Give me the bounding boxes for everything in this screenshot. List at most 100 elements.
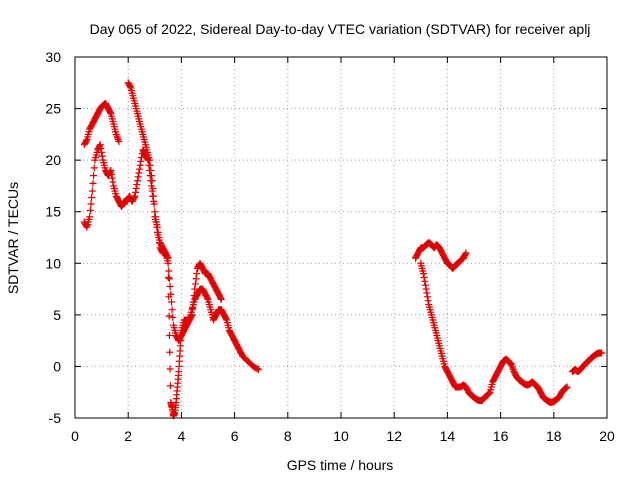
y-tick-label: 0 [53, 358, 61, 374]
data-point-marker [115, 138, 123, 146]
data-point-marker [153, 223, 161, 231]
data-point-marker [149, 192, 157, 200]
y-tick-label: 5 [53, 307, 61, 323]
data-point-marker [598, 349, 606, 357]
data-point-marker [421, 277, 429, 285]
data-point-marker [419, 270, 427, 278]
y-tick-label: 25 [45, 101, 61, 117]
data-point-marker [166, 365, 174, 373]
data-point-marker [165, 275, 173, 283]
data-point-marker [106, 108, 114, 116]
data-point-marker [166, 382, 174, 390]
series-track-2 [80, 99, 123, 149]
data-point-marker [98, 148, 106, 156]
data-point-marker [203, 294, 211, 302]
data-point-marker [135, 169, 143, 177]
x-tick-label: 20 [599, 428, 615, 444]
series-track-1 [80, 141, 157, 231]
data-point-marker [424, 297, 432, 305]
y-tick-label: 15 [45, 204, 61, 220]
y-tick-label: 10 [45, 255, 61, 271]
data-point-marker [187, 312, 195, 320]
data-point-marker [147, 166, 155, 174]
data-point-marker [165, 267, 173, 275]
data-point-marker [164, 254, 172, 262]
data-point-marker [88, 187, 96, 195]
x-tick-label: 10 [333, 428, 349, 444]
data-point-marker [114, 134, 122, 142]
chart-title: Day 065 of 2022, Sidereal Day-to-day VTE… [90, 21, 591, 37]
data-point-marker [166, 282, 174, 290]
data-point-marker [154, 228, 162, 236]
data-point-marker [82, 222, 90, 230]
y-tick-label: 30 [45, 49, 61, 65]
y-axis-label: SDTVAR / TECUs [5, 182, 21, 294]
x-tick-label: 4 [178, 428, 186, 444]
data-point-marker [165, 312, 173, 320]
data-point-marker [423, 293, 431, 301]
data-point-marker [422, 285, 430, 293]
data-point-marker [217, 295, 225, 303]
data-point-marker [165, 293, 173, 301]
data-point-marker [132, 188, 140, 196]
x-tick-label: 14 [440, 428, 456, 444]
data-point-marker [169, 313, 177, 321]
data-point-marker [86, 206, 94, 214]
data-point-marker [191, 280, 199, 288]
data-point-marker [89, 179, 97, 187]
data-point-marker [82, 137, 90, 145]
data-point-marker [461, 250, 469, 258]
data-point-marker [148, 177, 156, 185]
data-point-marker [133, 181, 141, 189]
data-point-marker [90, 164, 98, 172]
data-point-marker [97, 145, 105, 153]
data-series [80, 79, 606, 420]
x-tick-label: 2 [124, 428, 132, 444]
data-point-marker [420, 273, 428, 281]
data-point-marker [163, 253, 171, 261]
x-tick-label: 8 [284, 428, 292, 444]
data-point-marker [167, 298, 175, 306]
data-point-marker [149, 185, 157, 193]
data-point-marker [87, 200, 95, 208]
data-point-marker [146, 161, 154, 169]
data-point-marker [86, 213, 94, 221]
data-point-marker [147, 172, 155, 180]
series-track-4 [151, 213, 225, 420]
data-point-marker [255, 366, 263, 374]
data-point-marker [108, 174, 116, 182]
data-point-marker [253, 365, 261, 373]
data-point-marker [485, 389, 493, 397]
x-tick-label: 18 [546, 428, 562, 444]
data-point-marker [168, 306, 176, 314]
data-point-marker [150, 200, 158, 208]
y-tick-labels: -5 0 5 10 15 20 25 30 [45, 49, 61, 426]
data-point-marker [107, 166, 115, 174]
x-tick-label: 12 [386, 428, 402, 444]
data-point-marker [134, 173, 142, 181]
data-point-marker [98, 152, 106, 160]
y-tick-label: -5 [49, 410, 62, 426]
data-point-marker [192, 275, 200, 283]
series-track-5 [411, 239, 470, 272]
data-point-marker [134, 177, 142, 185]
x-axis-label: GPS time / hours [287, 457, 394, 473]
data-point-marker [193, 270, 201, 278]
data-point-marker [155, 239, 163, 247]
data-point-marker [189, 298, 197, 306]
data-point-marker [109, 178, 117, 186]
data-point-marker [108, 170, 116, 178]
data-point-marker [423, 289, 431, 297]
data-point-marker [136, 165, 144, 173]
data-point-marker [191, 285, 199, 293]
data-point-marker [130, 194, 138, 202]
data-point-marker [145, 156, 153, 164]
x-tick-label: 6 [231, 428, 239, 444]
data-point-marker [165, 331, 173, 339]
data-point-marker [90, 172, 98, 180]
data-point-marker [563, 383, 571, 391]
data-point-marker [155, 234, 163, 241]
data-point-marker [137, 157, 145, 165]
